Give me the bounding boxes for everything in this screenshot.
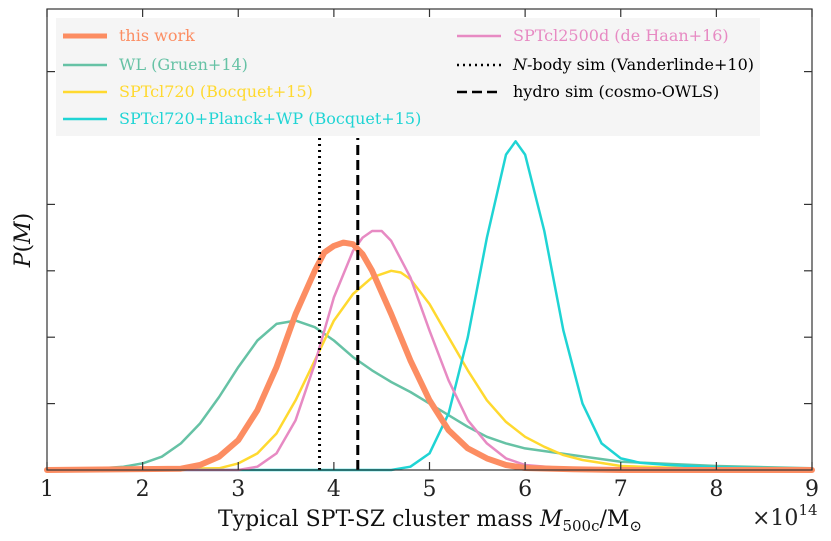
legend-label-left-0: this work: [119, 26, 195, 45]
x-tick-label: 2: [136, 477, 150, 502]
x-tick-label: 1: [40, 477, 54, 502]
series-line-4: [45, 229, 814, 472]
x-tick-label: 7: [614, 477, 628, 502]
x-axis-offset-exponent: 14: [798, 501, 817, 519]
x-axis-offset-base: ×10: [752, 506, 798, 531]
y-axis-label: P(M): [11, 213, 36, 269]
series-line-2: [45, 269, 814, 472]
x-tick-label: 6: [518, 477, 532, 502]
x-tick-label: 3: [231, 477, 245, 502]
x-tick-label: 8: [709, 477, 723, 502]
x-tick-label: 4: [327, 477, 341, 502]
x-tick-label: 5: [423, 477, 437, 502]
legend-label-left-2: SPTcl720 (Bocquet+15): [119, 82, 313, 101]
series-line-0: [44, 239, 815, 473]
legend: this work WL (Gruen+14) SPTcl720 (Bocquet+…: [63, 26, 754, 128]
x-tick-label: 9: [805, 477, 819, 502]
ticks-group: 1 2 3 4 5 6 7 8 9: [40, 9, 819, 502]
x-axis-label: Typical SPT-SZ cluster mass M500c/M⊙: [218, 507, 642, 535]
legend-label-right-1: N-body sim (Vanderlinde+10): [512, 55, 754, 74]
y-axis-label-p: P: [11, 251, 36, 268]
x-axis-offset-label: ×1014: [752, 501, 818, 531]
y-axis-label-m: M: [11, 221, 36, 245]
x-axis-label-prefix: Typical SPT-SZ cluster mass: [218, 507, 540, 532]
legend-label-left-3: SPTcl720+Planck+WP (Bocquet+15): [119, 109, 421, 128]
curves-group: [44, 138, 815, 473]
x-axis-label-unit-sub: ⊙: [629, 517, 642, 535]
x-axis-label-var-sub: 500c: [562, 517, 599, 535]
series-line-3: [45, 140, 814, 472]
legend-label-italic: N: [512, 55, 528, 74]
series-line-1: [45, 319, 814, 472]
y-axis-label-close: ): [11, 213, 36, 222]
legend-label-left-1: WL (Gruen+14): [119, 55, 248, 74]
legend-label-right-0: SPTcl2500d (de Haan+16): [513, 26, 729, 45]
legend-label-rest: -body sim (Vanderlinde+10): [527, 55, 754, 74]
x-axis-label-unit: /M: [599, 507, 629, 532]
y-axis-label-open: (: [11, 244, 36, 253]
legend-label-right-2: hydro sim (cosmo-OWLS): [513, 82, 719, 101]
x-axis-label-var: M: [539, 507, 563, 532]
legend-background: [56, 18, 760, 136]
